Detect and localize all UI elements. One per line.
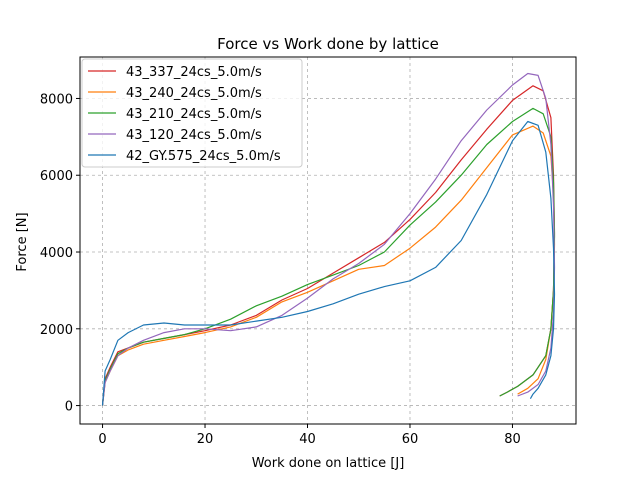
x-tick-label: 20 (197, 432, 214, 447)
series-line-3 (101, 107, 556, 406)
x-tick-label: 0 (98, 432, 106, 447)
legend-label: 43_210_24cs_5.0m/s (126, 107, 262, 122)
legend: 43_337_24cs_5.0m/s 43_240_24cs_5.0m/s 43_2… (81, 58, 303, 168)
series-line-5 (101, 120, 556, 406)
legend-label: 43_337_24cs_5.0m/s (126, 65, 262, 80)
plot-frame (79, 56, 577, 425)
chart-title: Force vs Work done by lattice (217, 35, 439, 53)
y-axis-label: Force [N] (15, 212, 30, 271)
y-tick-label: 4000 (40, 246, 73, 261)
x-axis-label: Work done on lattice [J] (252, 456, 405, 471)
legend-label: 43_240_24cs_5.0m/s (126, 86, 262, 101)
y-tick-label: 8000 (40, 92, 73, 107)
series-lines (101, 72, 556, 406)
y-tick-label: 2000 (40, 323, 73, 338)
legend-label: 42_GY.575_24cs_5.0m/s (126, 149, 281, 164)
y-tick-label: 6000 (40, 169, 73, 184)
x-tick-label: 40 (299, 432, 316, 447)
x-tick-label: 80 (504, 432, 521, 447)
y-tick-label: 0 (65, 400, 73, 415)
x-tick-label: 60 (402, 432, 419, 447)
axis-ticks: 0 20 40 60 80 0 2000 4000 6000 8000 (40, 92, 521, 447)
legend-label: 43_120_24cs_5.0m/s (126, 128, 262, 143)
legend-box (81, 58, 303, 168)
